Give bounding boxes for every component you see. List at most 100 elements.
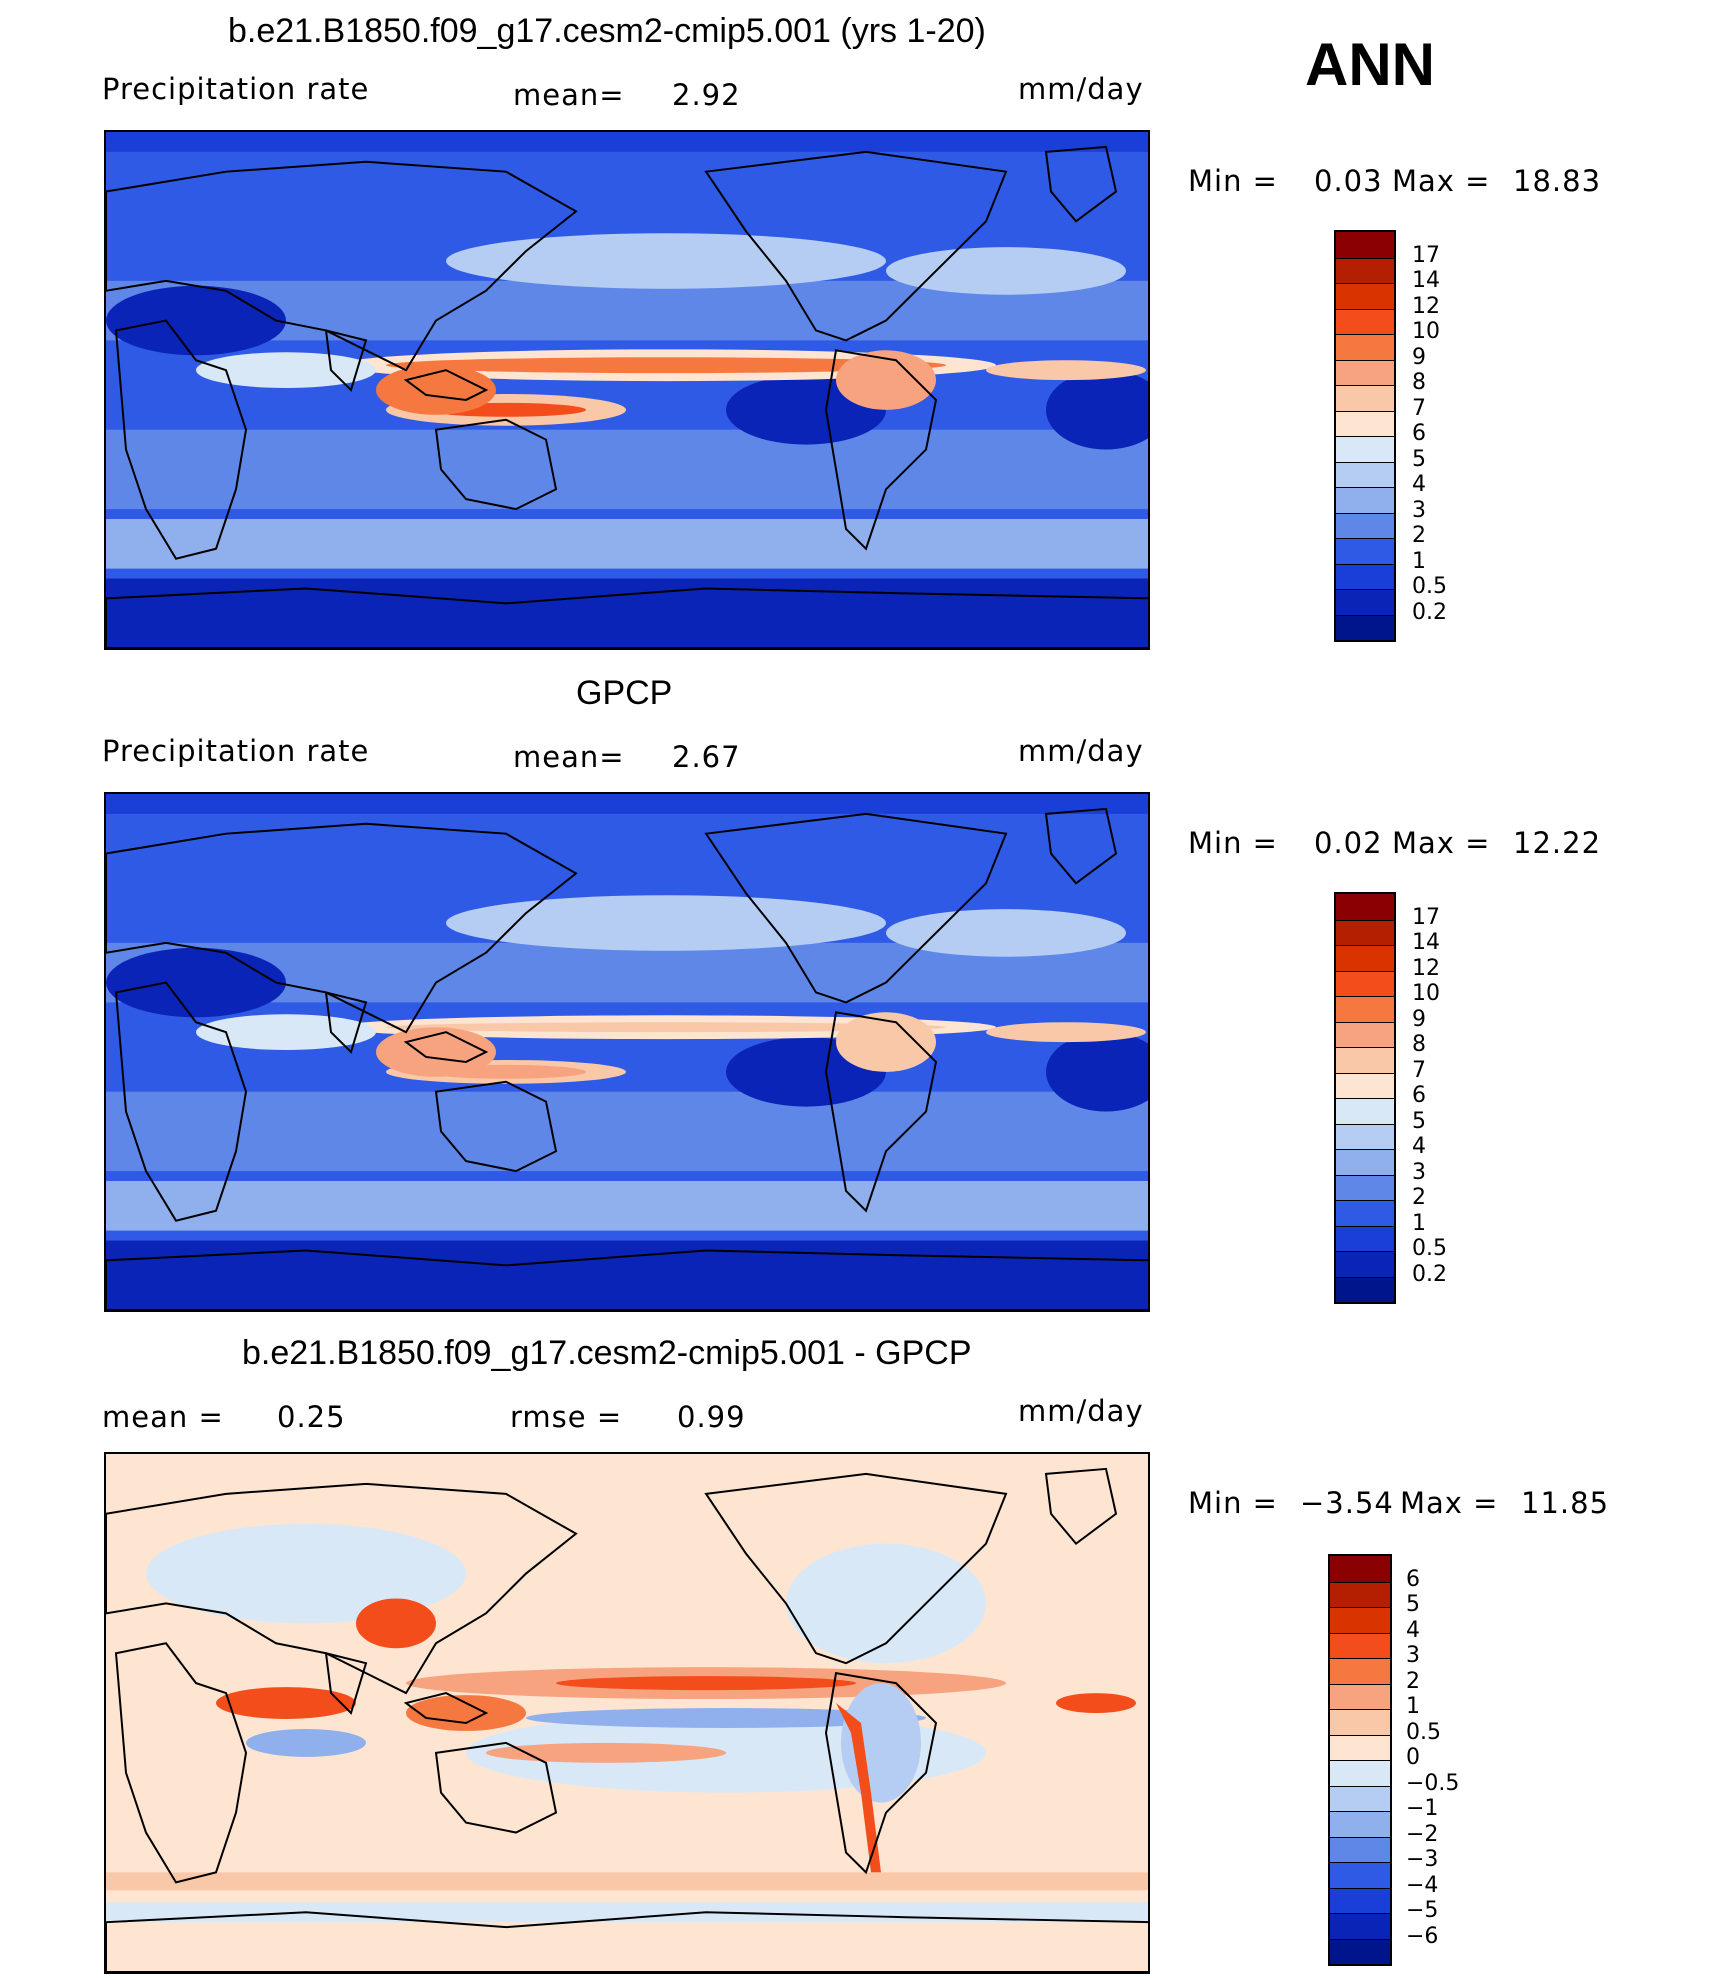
map-band <box>106 519 1148 569</box>
panel-1-max-label: Max = <box>1392 164 1491 198</box>
map-band <box>106 794 1148 814</box>
panel-2-max-value: 12.22 <box>1513 826 1602 860</box>
map-feature <box>556 1676 856 1691</box>
colorbar-swatch <box>1336 1098 1394 1124</box>
colorbar-swatch <box>1336 232 1394 258</box>
colorbar-swatch <box>1336 1225 1394 1251</box>
colorbar-swatch <box>1330 1658 1390 1684</box>
colorbar-tick-label: 12 <box>1412 955 1440 981</box>
colorbar-tick-label: 0.5 <box>1406 1719 1441 1745</box>
coastline <box>106 822 578 1034</box>
colorbar-tick-label: 2 <box>1412 523 1426 548</box>
coastline <box>704 1472 1008 1665</box>
colorbar-tick-label: 0 <box>1406 1745 1420 1770</box>
panel-1-variable-label: Precipitation rate <box>102 72 370 106</box>
coastline <box>1044 145 1118 223</box>
panel-2-units: mm/day <box>1018 734 1144 768</box>
colorbar-tick-label: 6 <box>1406 1566 1420 1592</box>
colorbar-swatch <box>1336 410 1394 436</box>
colorbar-tick-label: 2 <box>1406 1668 1420 1694</box>
panel-1-mean-value: 2.92 <box>672 78 741 112</box>
colorbar-tick-label: −1 <box>1406 1796 1439 1821</box>
coastline <box>114 981 248 1222</box>
coastline <box>1044 1467 1118 1546</box>
colorbar-swatch <box>1336 334 1394 360</box>
colorbar-tick-label: −0.5 <box>1406 1770 1460 1796</box>
colorbar-tick-label: 1 <box>1406 1694 1420 1719</box>
colorbar-tick-label: 14 <box>1412 268 1440 293</box>
colorbar-tick-label: 4 <box>1412 472 1426 497</box>
panel-3-max-label: Max = <box>1400 1486 1499 1520</box>
colorbar-swatch <box>1330 1862 1390 1888</box>
colorbar-swatch <box>1330 1581 1390 1607</box>
map-band <box>106 578 1148 648</box>
coastline <box>704 812 1008 1004</box>
colorbar-swatch <box>1336 436 1394 462</box>
panel-1-mean-label: mean= <box>513 78 625 112</box>
colorbar-tick-label: −3 <box>1406 1847 1439 1872</box>
map-amazon <box>836 350 936 410</box>
map-warm-pool <box>376 365 496 415</box>
coastline <box>824 1011 938 1213</box>
colorbar-swatch <box>1330 1556 1390 1582</box>
panel-1-title: b.e21.B1850.f09_g17.cesm2-cmip5.001 (yrs… <box>228 12 986 50</box>
coastline <box>434 1080 558 1173</box>
map-svg <box>106 1454 1148 1972</box>
colorbar-swatch <box>1330 1709 1390 1735</box>
panel-3-map <box>104 1452 1150 1974</box>
map-feature <box>146 1523 466 1624</box>
colorbar-tick-label: 10 <box>1412 981 1440 1006</box>
colorbar-tick-label: 9 <box>1412 1006 1426 1032</box>
panel-2-min-label: Min = <box>1188 826 1278 860</box>
map-indian-itcz <box>196 352 376 389</box>
colorbar-swatch <box>1330 1683 1390 1709</box>
coastline <box>106 160 578 372</box>
colorbar-tick-label: 0.2 <box>1412 1261 1447 1287</box>
colorbar-swatch <box>1336 894 1394 920</box>
map-atlantic-itcz <box>986 1022 1146 1043</box>
colorbar-tick-label: 6 <box>1412 421 1426 446</box>
colorbar-tick-label: 3 <box>1412 497 1426 523</box>
panel-3-rmse-value: 0.99 <box>677 1400 746 1434</box>
colorbar-swatch <box>1336 538 1394 564</box>
colorbar-tick-label: 8 <box>1412 370 1426 395</box>
map-svg <box>106 794 1148 1310</box>
coastline <box>824 1672 938 1875</box>
map-band <box>106 1872 1148 1891</box>
colorbar-tick-label: 10 <box>1412 319 1440 344</box>
panel-3-rmse-label: rmse = <box>510 1400 623 1434</box>
coastline <box>324 329 368 392</box>
coastline <box>106 587 1148 648</box>
panel-2-min-value: 0.02 <box>1314 826 1383 860</box>
colorbar-tick-label: −4 <box>1406 1872 1439 1898</box>
panel-2-max-label: Max = <box>1392 826 1491 860</box>
colorbar-swatch <box>1330 1836 1390 1862</box>
colorbar-tick-label: 6 <box>1412 1083 1426 1108</box>
map-feature <box>886 247 1126 295</box>
colorbar-tick-label: 0.5 <box>1412 574 1447 599</box>
map-feature <box>1046 370 1148 450</box>
colorbar-tick-label: 14 <box>1412 930 1440 955</box>
colorbar-swatch <box>1330 1887 1390 1913</box>
coastline <box>434 418 558 511</box>
coastline <box>324 991 368 1054</box>
colorbar-tick-label: 4 <box>1406 1617 1420 1643</box>
coastline <box>403 1692 489 1724</box>
map-feature <box>106 285 286 356</box>
colorbar-swatch <box>1330 1734 1390 1760</box>
colorbar-swatch <box>1336 308 1394 334</box>
colorbar-swatch <box>1336 359 1394 385</box>
panel-3-title: b.e21.B1850.f09_g17.cesm2-cmip5.001 - GP… <box>242 1334 972 1372</box>
colorbar-tick-label: 5 <box>1406 1592 1420 1617</box>
map-feature <box>406 1695 526 1731</box>
map-feature <box>486 1742 726 1763</box>
season-label: ANN <box>1305 31 1435 98</box>
colorbar-swatch <box>1336 1200 1394 1226</box>
panel-2-title: GPCP <box>576 674 673 712</box>
colorbar-swatch <box>1330 1785 1390 1811</box>
map-feature <box>106 947 286 1018</box>
colorbar-swatch <box>1336 1174 1394 1200</box>
colorbar-tick-label: 3 <box>1412 1159 1426 1185</box>
map-feature <box>1046 1032 1148 1112</box>
colorbar-swatch <box>1330 1607 1390 1633</box>
